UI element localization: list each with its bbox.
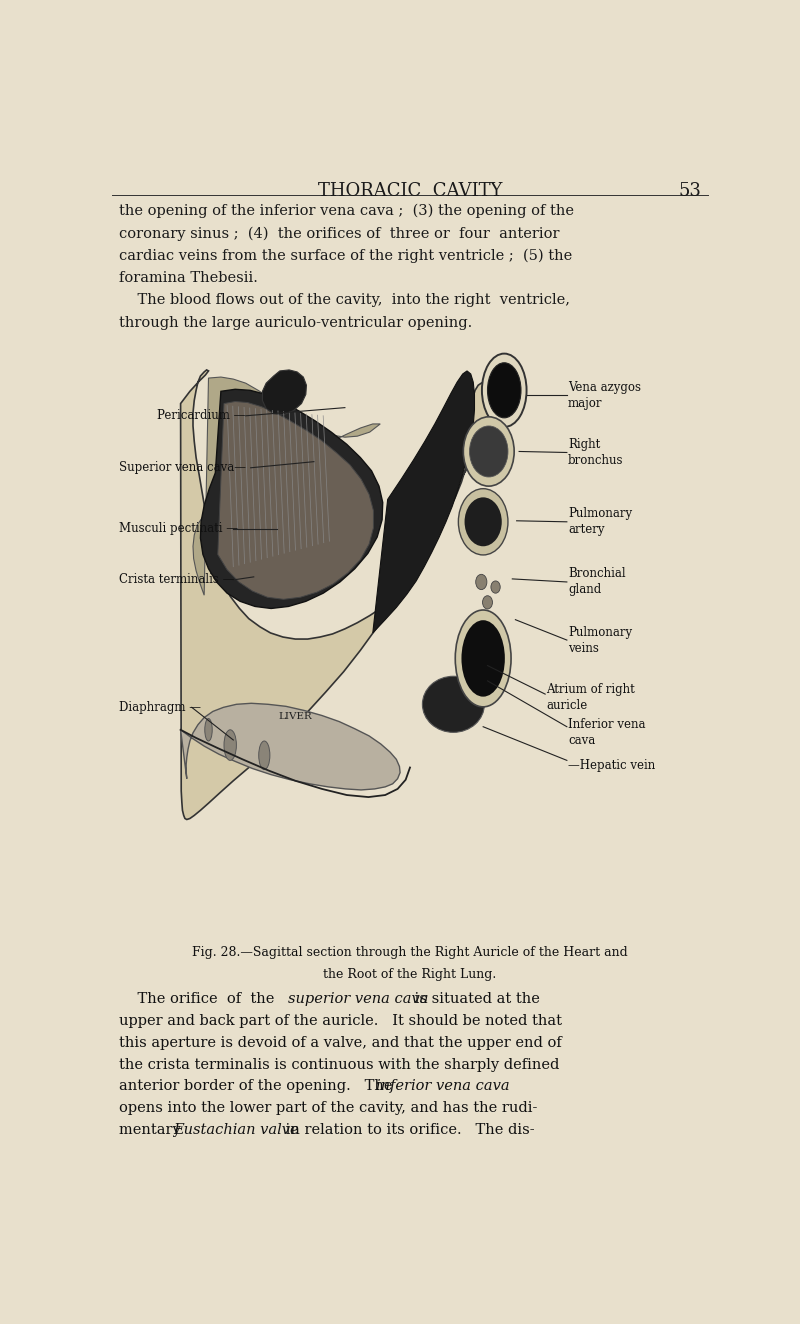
Polygon shape bbox=[218, 401, 374, 600]
Circle shape bbox=[487, 363, 521, 418]
Text: The blood flows out of the cavity,  into the right  ventricle,: The blood flows out of the cavity, into … bbox=[118, 294, 570, 307]
Polygon shape bbox=[373, 371, 474, 633]
Polygon shape bbox=[193, 377, 380, 596]
Text: Musculi pectinati —: Musculi pectinati — bbox=[118, 523, 238, 535]
Text: superior vena cava: superior vena cava bbox=[288, 992, 429, 1006]
Text: the crista terminalis is continuous with the sharply defined: the crista terminalis is continuous with… bbox=[118, 1058, 559, 1071]
Ellipse shape bbox=[205, 719, 212, 741]
Text: foramina Thebesii.: foramina Thebesii. bbox=[118, 271, 258, 285]
Text: THORACIC  CAVITY: THORACIC CAVITY bbox=[318, 183, 502, 200]
Text: Superior vena cava—: Superior vena cava— bbox=[118, 461, 246, 474]
Text: The orifice  of  the: The orifice of the bbox=[118, 992, 278, 1006]
Ellipse shape bbox=[422, 677, 485, 732]
Text: Diaphragm —: Diaphragm — bbox=[118, 700, 201, 714]
Text: the Root of the Right Lung.: the Root of the Right Lung. bbox=[323, 968, 497, 981]
Polygon shape bbox=[201, 389, 382, 609]
Text: inferior vena cava: inferior vena cava bbox=[376, 1079, 510, 1094]
Ellipse shape bbox=[258, 741, 270, 769]
Text: upper and back part of the auricle.   It should be noted that: upper and back part of the auricle. It s… bbox=[118, 1014, 562, 1027]
Polygon shape bbox=[262, 369, 306, 414]
Ellipse shape bbox=[465, 498, 502, 547]
Ellipse shape bbox=[482, 596, 493, 609]
Text: Right
bronchus: Right bronchus bbox=[568, 438, 624, 467]
Text: opens into the lower part of the cavity, and has the rudi-: opens into the lower part of the cavity,… bbox=[118, 1102, 537, 1115]
Circle shape bbox=[482, 354, 526, 428]
Text: Vena azygos
major: Vena azygos major bbox=[568, 381, 641, 410]
Text: Pulmonary
artery: Pulmonary artery bbox=[568, 507, 632, 536]
Ellipse shape bbox=[458, 489, 508, 555]
Text: coronary sinus ;  (4)  the orifices of  three or  four  anterior: coronary sinus ; (4) the orifices of thr… bbox=[118, 226, 559, 241]
Text: 53: 53 bbox=[678, 183, 702, 200]
Ellipse shape bbox=[470, 426, 508, 477]
Ellipse shape bbox=[476, 575, 487, 589]
Text: in relation to its orifice.   The dis-: in relation to its orifice. The dis- bbox=[282, 1123, 535, 1137]
Text: Eustachian valve: Eustachian valve bbox=[173, 1123, 298, 1137]
Text: mentary: mentary bbox=[118, 1123, 185, 1137]
Text: Inferior vena
cava: Inferior vena cava bbox=[568, 719, 646, 747]
Text: Pericardium —: Pericardium — bbox=[158, 409, 246, 422]
Ellipse shape bbox=[491, 581, 500, 593]
Text: cardiac veins from the surface of the right ventricle ;  (5) the: cardiac veins from the surface of the ri… bbox=[118, 249, 572, 263]
Text: LIVER: LIVER bbox=[278, 712, 312, 722]
Text: through the large auriculo-ventricular opening.: through the large auriculo-ventricular o… bbox=[118, 316, 472, 330]
Polygon shape bbox=[181, 369, 525, 820]
Text: Bronchial
gland: Bronchial gland bbox=[568, 568, 626, 597]
Text: Fig. 28.—Sagittal section through the Right Auricle of the Heart and: Fig. 28.—Sagittal section through the Ri… bbox=[192, 945, 628, 959]
Text: is situated at the: is situated at the bbox=[410, 992, 540, 1006]
Text: anterior border of the opening.   The: anterior border of the opening. The bbox=[118, 1079, 397, 1094]
Ellipse shape bbox=[462, 620, 505, 696]
Text: Pulmonary
veins: Pulmonary veins bbox=[568, 625, 632, 654]
Text: this aperture is devoid of a valve, and that the upper end of: this aperture is devoid of a valve, and … bbox=[118, 1035, 562, 1050]
Ellipse shape bbox=[224, 730, 237, 760]
Text: the opening of the inferior vena cava ;  (3) the opening of the: the opening of the inferior vena cava ; … bbox=[118, 204, 574, 218]
Polygon shape bbox=[181, 703, 400, 790]
Text: Crista terminalis —: Crista terminalis — bbox=[118, 573, 234, 587]
Ellipse shape bbox=[463, 417, 514, 486]
Text: Atrium of right
auricle: Atrium of right auricle bbox=[546, 683, 635, 712]
Ellipse shape bbox=[455, 610, 511, 707]
Text: —Hepatic vein: —Hepatic vein bbox=[568, 759, 655, 772]
